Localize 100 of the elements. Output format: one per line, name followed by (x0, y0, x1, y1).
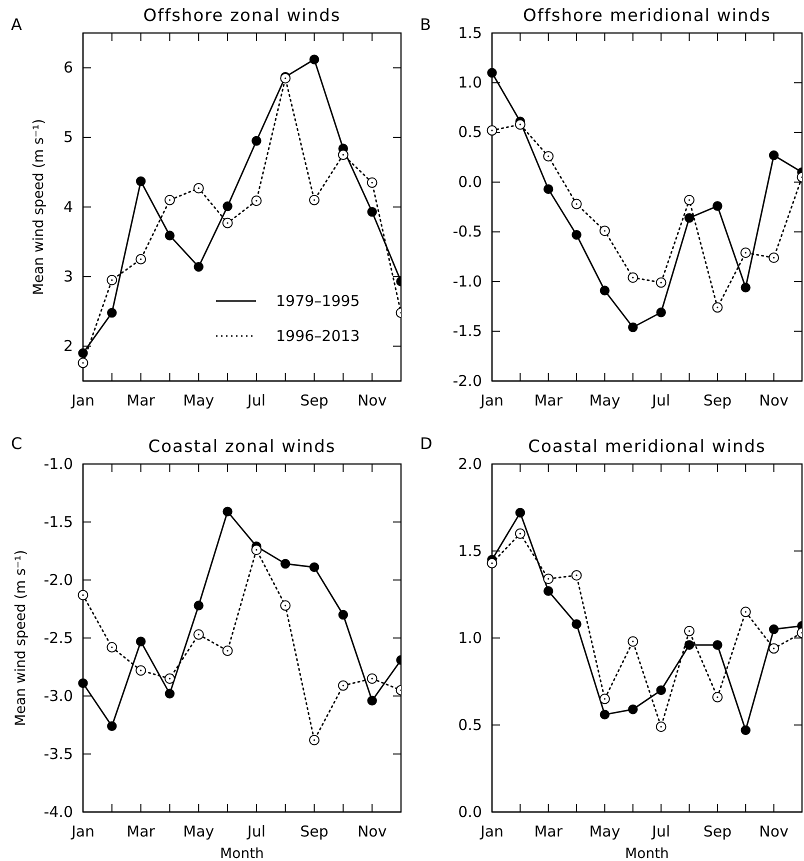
point (600, 226, 610, 236)
point (768, 150, 779, 160)
point (164, 673, 175, 684)
x-tick-label: Sep (703, 822, 732, 841)
point (486, 125, 498, 136)
y-tick-label: 1.5 (458, 24, 482, 42)
x-tick-label: Jan (70, 822, 95, 841)
legend-label: 1979–1995 (276, 292, 360, 310)
chart-title: Offshore zonal winds (143, 6, 341, 26)
point (164, 688, 175, 699)
y-tick-label: -1.5 (452, 322, 482, 340)
point (486, 558, 498, 568)
y-tick-label: 0.5 (458, 123, 482, 142)
point (684, 194, 694, 206)
point (193, 629, 204, 640)
point (543, 151, 554, 162)
text: A (11, 15, 22, 34)
point (222, 218, 233, 228)
point (572, 619, 582, 629)
y-tick-label: 3 (63, 267, 73, 286)
point (487, 68, 497, 78)
point (684, 640, 694, 650)
point (251, 544, 262, 556)
x-tick-label: Nov (357, 392, 387, 410)
x-tick-label: May (183, 392, 214, 410)
point (367, 207, 377, 217)
point (712, 640, 722, 650)
point (656, 308, 666, 318)
text: D (420, 434, 432, 453)
point (338, 680, 348, 691)
point (107, 721, 117, 732)
text: C (11, 434, 22, 453)
point (338, 610, 348, 620)
x-tick-label: Jul (246, 392, 266, 410)
point (136, 665, 146, 676)
point (366, 673, 378, 684)
point (628, 272, 638, 283)
point (600, 710, 610, 720)
x-tick-label: Mar (126, 392, 156, 410)
point (543, 586, 554, 596)
point (514, 119, 526, 130)
x-tick-label: Jan (479, 822, 504, 841)
point (194, 262, 204, 272)
x-tick-label: Jul (651, 822, 670, 841)
x-tick-label: Jan (70, 392, 95, 410)
point (768, 624, 779, 634)
point (740, 725, 751, 736)
point (164, 194, 175, 206)
x-tick-label: Jul (246, 822, 266, 841)
y-tick-label: 1.0 (458, 74, 482, 92)
y-tick-label: 2 (63, 337, 73, 355)
point (684, 213, 694, 223)
point (309, 734, 320, 746)
point (78, 590, 88, 600)
x-tick-label: Mar (534, 392, 564, 410)
point (543, 574, 554, 584)
y-tick-label: -2.0 (452, 372, 482, 390)
point (656, 685, 666, 696)
point (338, 150, 348, 160)
point (193, 182, 204, 194)
point (78, 678, 88, 688)
point (628, 322, 638, 332)
point (628, 636, 638, 647)
point (194, 600, 204, 610)
x-tick-label: Sep (300, 822, 328, 841)
point (768, 252, 780, 263)
x-tick-label: Jul (651, 392, 670, 410)
point (222, 506, 232, 516)
point (712, 692, 723, 702)
y-tick-label: -0.5 (452, 222, 482, 241)
point (78, 358, 88, 368)
y-tick-label: 2.0 (458, 454, 482, 473)
point (628, 704, 638, 714)
y-tick-label: 4 (63, 198, 73, 216)
y-tick-label: 0.0 (458, 172, 482, 191)
y-tick-label: -1.5 (44, 512, 73, 531)
point (309, 562, 320, 572)
point (740, 606, 751, 618)
point (309, 54, 320, 64)
y-tick-label: -1.0 (44, 454, 73, 473)
point (543, 184, 554, 194)
x-tick-label: May (183, 822, 214, 841)
y-tick-label: -4.0 (44, 802, 73, 821)
point (600, 286, 610, 296)
y-tick-label: 0.0 (458, 802, 482, 821)
point (712, 302, 723, 313)
y-tick-label: -3.5 (44, 744, 73, 763)
y-tick-label: -3.0 (44, 686, 73, 705)
x-tick-label: Mar (126, 822, 156, 841)
x-axis-title: Month (625, 846, 669, 861)
point (571, 198, 582, 210)
point (136, 254, 146, 264)
x-tick-label: Sep (703, 392, 732, 410)
y-axis-title: Mean wind speed (m s⁻¹) (13, 550, 29, 726)
point (571, 570, 582, 581)
point (768, 643, 780, 654)
point (740, 282, 751, 292)
x-tick-label: May (589, 392, 620, 410)
y-axis-title: Mean wind speed (m s⁻¹) (31, 118, 47, 296)
point (251, 196, 262, 206)
